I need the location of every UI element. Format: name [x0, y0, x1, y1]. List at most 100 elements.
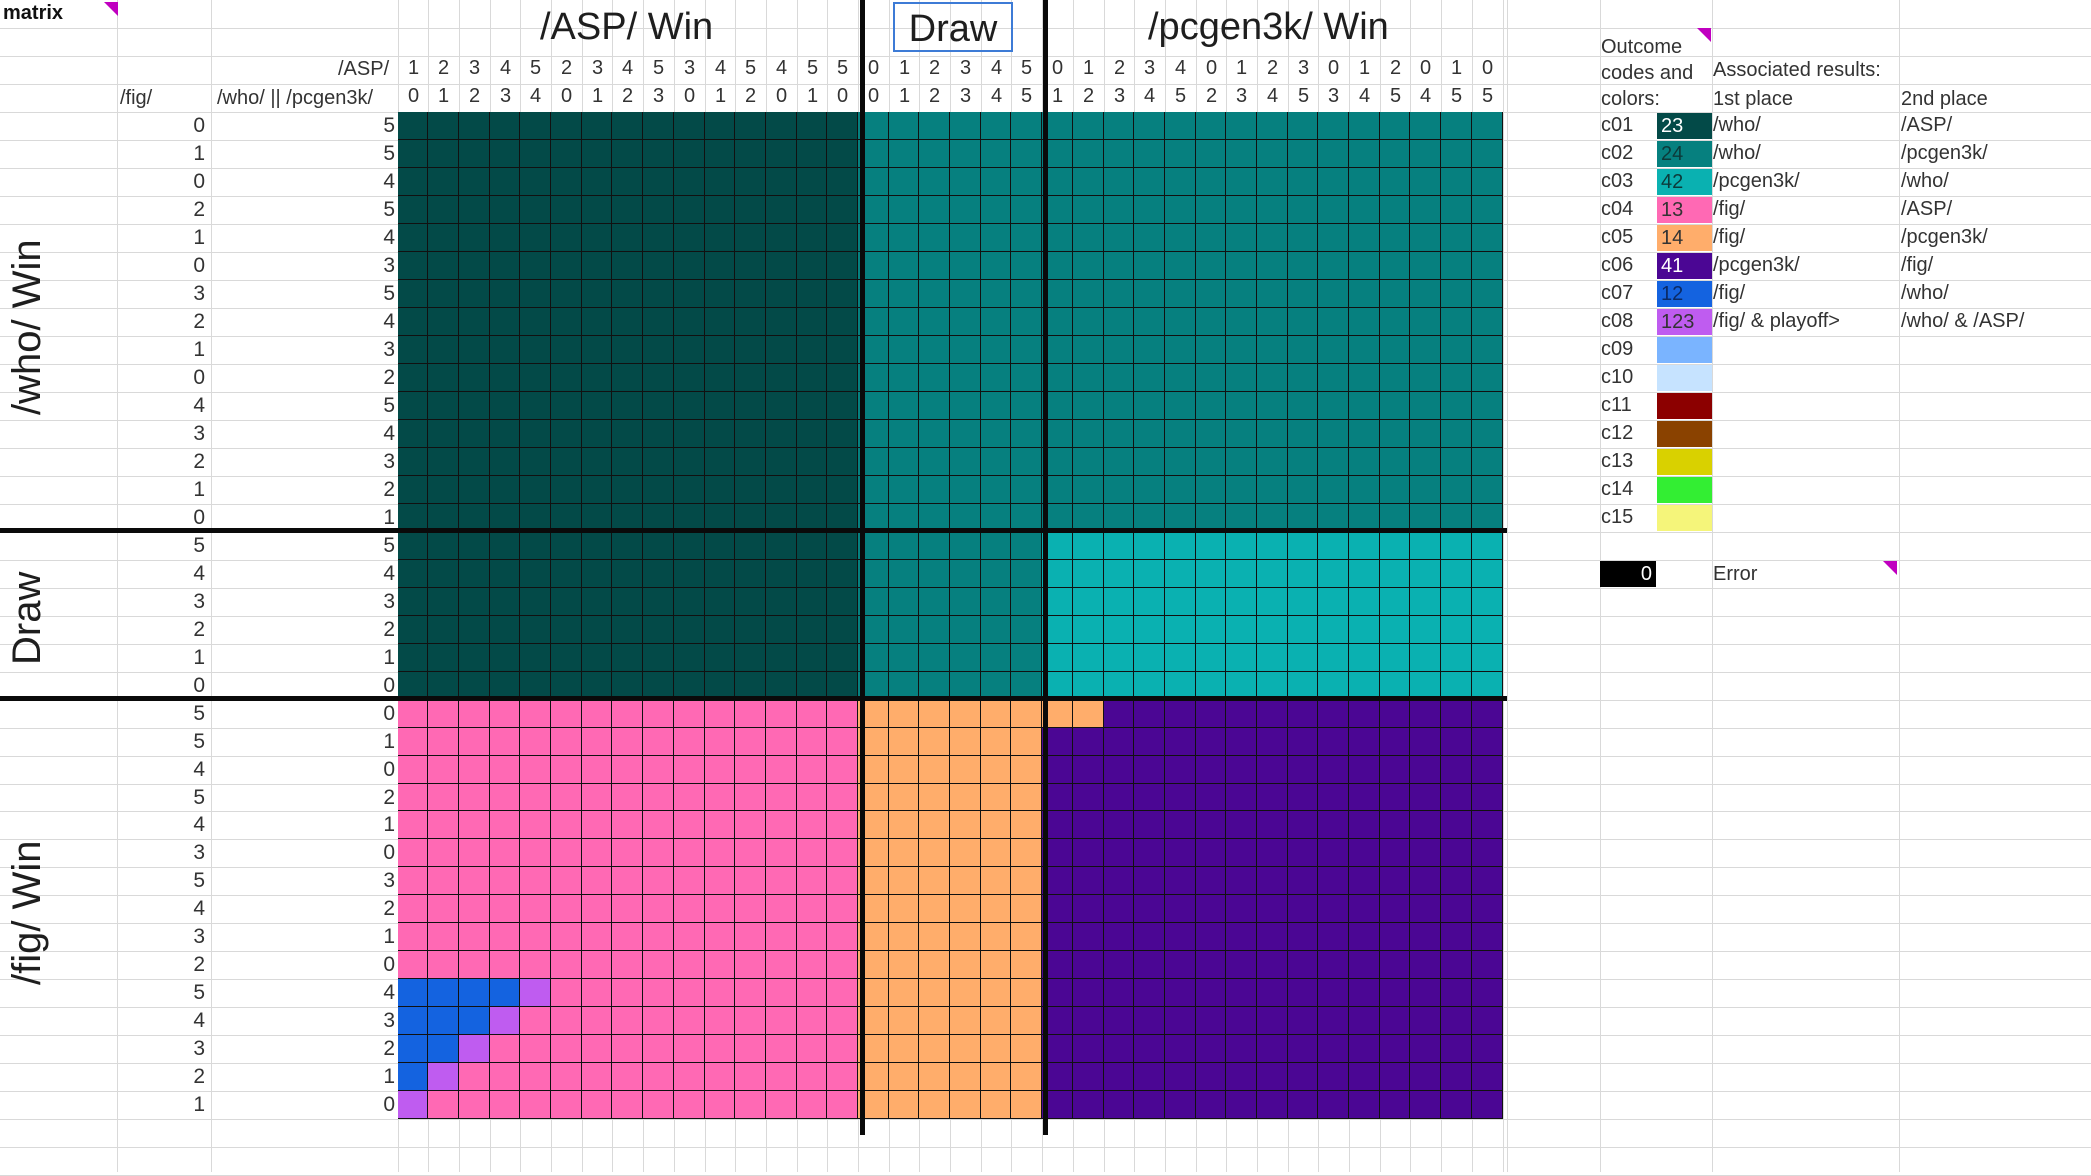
- matrix-cell[interactable]: [1349, 560, 1380, 588]
- matrix-cell[interactable]: [1073, 895, 1104, 923]
- matrix-cell[interactable]: [981, 728, 1011, 756]
- matrix-cell[interactable]: [643, 560, 674, 588]
- matrix-cell[interactable]: [1441, 336, 1472, 364]
- matrix-cell[interactable]: [1380, 196, 1410, 224]
- matrix-cell[interactable]: [705, 839, 735, 867]
- matrix-cell[interactable]: [398, 784, 428, 811]
- matrix-cell[interactable]: [1011, 196, 1042, 224]
- matrix-cell[interactable]: [428, 280, 459, 308]
- matrix-cell[interactable]: [1134, 839, 1165, 867]
- matrix-cell[interactable]: [1380, 560, 1410, 588]
- matrix-cell[interactable]: [889, 1007, 919, 1035]
- matrix-cell[interactable]: [1349, 476, 1380, 504]
- matrix-cell[interactable]: [490, 700, 520, 728]
- matrix-cell[interactable]: [1073, 308, 1104, 336]
- matrix-cell[interactable]: [705, 532, 735, 560]
- matrix-cell[interactable]: [398, 979, 428, 1007]
- matrix-cell[interactable]: [428, 979, 459, 1007]
- matrix-cell[interactable]: [551, 140, 582, 168]
- matrix-cell[interactable]: [551, 336, 582, 364]
- matrix-cell[interactable]: [735, 728, 766, 756]
- matrix-cell[interactable]: [1349, 728, 1380, 756]
- matrix-cell[interactable]: [582, 364, 612, 392]
- matrix-cell[interactable]: [1134, 811, 1165, 839]
- matrix-cell[interactable]: [1134, 1035, 1165, 1063]
- matrix-cell[interactable]: [1410, 700, 1441, 728]
- matrix-cell[interactable]: [551, 1091, 582, 1119]
- matrix-cell[interactable]: [674, 951, 705, 979]
- matrix-cell[interactable]: [1104, 420, 1134, 448]
- matrix-cell[interactable]: [1257, 1035, 1288, 1063]
- matrix-cell[interactable]: [797, 560, 827, 588]
- matrix-cell[interactable]: [735, 504, 766, 532]
- matrix-cell[interactable]: [1472, 112, 1503, 140]
- matrix-cell[interactable]: [551, 811, 582, 839]
- matrix-cell[interactable]: [1104, 168, 1134, 196]
- matrix-cell[interactable]: [582, 1091, 612, 1119]
- matrix-cell[interactable]: [490, 1007, 520, 1035]
- matrix-cell[interactable]: [827, 951, 858, 979]
- matrix-cell[interactable]: [1134, 224, 1165, 252]
- matrix-cell[interactable]: [1073, 1091, 1104, 1119]
- matrix-cell[interactable]: [1472, 700, 1503, 728]
- matrix-cell[interactable]: [766, 728, 797, 756]
- matrix-cell[interactable]: [1104, 951, 1134, 979]
- matrix-cell[interactable]: [766, 1063, 797, 1091]
- matrix-cell[interactable]: [1410, 448, 1441, 476]
- matrix-cell[interactable]: [490, 728, 520, 756]
- matrix-cell[interactable]: [1134, 616, 1165, 644]
- matrix-cell[interactable]: [735, 616, 766, 644]
- matrix-cell[interactable]: [490, 140, 520, 168]
- legend-color-swatch[interactable]: [1657, 449, 1712, 475]
- matrix-cell[interactable]: [1196, 867, 1226, 895]
- matrix-cell[interactable]: [889, 560, 919, 588]
- matrix-cell[interactable]: [674, 644, 705, 672]
- matrix-cell[interactable]: [1472, 280, 1503, 308]
- matrix-cell[interactable]: [612, 1091, 643, 1119]
- matrix-cell[interactable]: [1257, 252, 1288, 280]
- matrix-cell[interactable]: [797, 168, 827, 196]
- matrix-cell[interactable]: [1441, 1063, 1472, 1091]
- matrix-cell[interactable]: [490, 979, 520, 1007]
- matrix-cell[interactable]: [612, 336, 643, 364]
- matrix-cell[interactable]: [674, 1091, 705, 1119]
- matrix-cell[interactable]: [490, 867, 520, 895]
- matrix-cell[interactable]: [520, 168, 551, 196]
- matrix-cell[interactable]: [1472, 867, 1503, 895]
- matrix-cell[interactable]: [919, 420, 950, 448]
- matrix-cell[interactable]: [428, 616, 459, 644]
- matrix-cell[interactable]: [1196, 1091, 1226, 1119]
- matrix-cell[interactable]: [520, 532, 551, 560]
- matrix-cell[interactable]: [1104, 1035, 1134, 1063]
- matrix-cell[interactable]: [674, 280, 705, 308]
- matrix-cell[interactable]: [582, 839, 612, 867]
- matrix-cell[interactable]: [1134, 784, 1165, 811]
- matrix-cell[interactable]: [705, 895, 735, 923]
- matrix-cell[interactable]: [520, 364, 551, 392]
- matrix-cell[interactable]: [490, 1091, 520, 1119]
- matrix-cell[interactable]: [889, 504, 919, 532]
- matrix-cell[interactable]: [428, 392, 459, 420]
- matrix-cell[interactable]: [1349, 308, 1380, 336]
- matrix-cell[interactable]: [1073, 280, 1104, 308]
- matrix-cell[interactable]: [490, 196, 520, 224]
- matrix-cell[interactable]: [1288, 1007, 1318, 1035]
- matrix-cell[interactable]: [1349, 644, 1380, 672]
- matrix-cell[interactable]: [1288, 616, 1318, 644]
- matrix-cell[interactable]: [612, 923, 643, 951]
- matrix-cell[interactable]: [766, 895, 797, 923]
- matrix-cell[interactable]: [1288, 700, 1318, 728]
- matrix-cell[interactable]: [1134, 448, 1165, 476]
- matrix-cell[interactable]: [582, 1007, 612, 1035]
- matrix-cell[interactable]: [1226, 112, 1257, 140]
- matrix-cell[interactable]: [398, 308, 428, 336]
- matrix-cell[interactable]: [1441, 1091, 1472, 1119]
- matrix-cell[interactable]: [1196, 811, 1226, 839]
- matrix-cell[interactable]: [766, 140, 797, 168]
- matrix-cell[interactable]: [398, 112, 428, 140]
- matrix-cell[interactable]: [398, 140, 428, 168]
- matrix-cell[interactable]: [1073, 811, 1104, 839]
- matrix-cell[interactable]: [981, 280, 1011, 308]
- matrix-cell[interactable]: [1104, 923, 1134, 951]
- matrix-cell[interactable]: [981, 308, 1011, 336]
